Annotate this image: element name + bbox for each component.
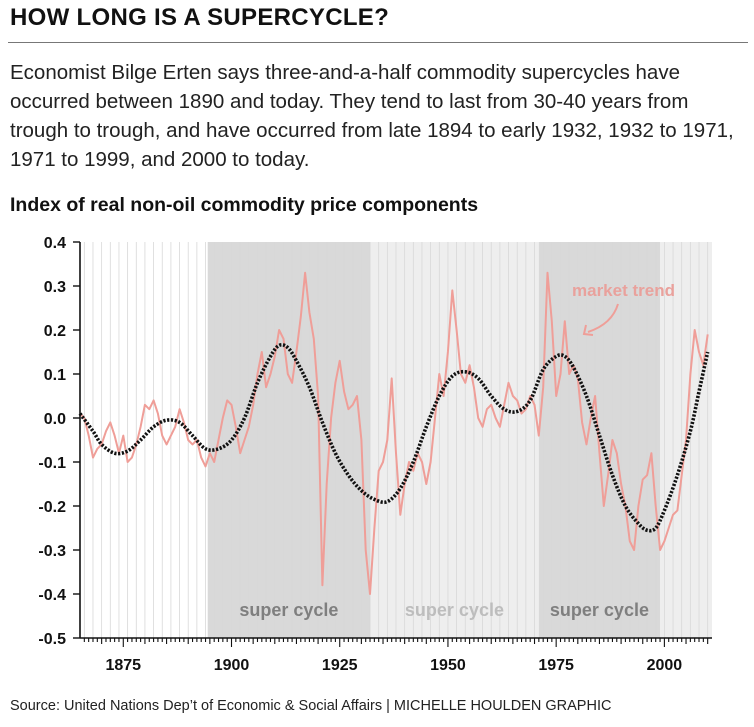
- headline: HOW LONG IS A SUPERCYCLE?: [10, 4, 390, 31]
- annotation-arrowhead: [582, 324, 594, 336]
- grid-lines: [83, 242, 709, 638]
- cycle-label-1: super cycle: [405, 600, 504, 620]
- x-tick-label: 2000: [647, 657, 683, 674]
- y-tick-label: 0.4: [44, 235, 66, 252]
- cycle-label-2: super cycle: [550, 600, 649, 620]
- deck-text: Economist Bilge Erten says three-and-a-h…: [10, 61, 734, 171]
- y-tick-label: 0.1: [44, 367, 66, 384]
- annotation-arrow: [587, 303, 619, 333]
- x-tick-label: 1900: [214, 657, 250, 674]
- y-tick-label: 0.2: [44, 323, 66, 340]
- x-tick-label: 1925: [322, 657, 358, 674]
- annotation: market trend: [572, 281, 675, 336]
- y-tick-labels: 0.4 0.3 0.2 0.1 0.0 -0.1 -0.2 -0.3 -0.4 -0.5: [38, 235, 66, 648]
- cycle-bands: [207, 242, 712, 638]
- y-tick-label: -0.2: [38, 499, 66, 516]
- axes: [73, 241, 712, 647]
- cycle-labels: super cycle super cycle super cycle: [239, 600, 649, 620]
- y-tick-label: 0.3: [44, 279, 66, 296]
- y-tick-label: -0.5: [38, 631, 66, 648]
- y-tick-label: -0.3: [38, 543, 66, 560]
- commodity-price-chart: super cycle super cycle super cycle 0.4 0.3…: [38, 235, 712, 674]
- market-trend-label: market trend: [572, 281, 675, 300]
- source-credit: Source: United Nations Dep’t of Economic…: [10, 698, 612, 714]
- x-tick-label: 1875: [105, 657, 141, 674]
- x-tick-label: 1975: [538, 657, 574, 674]
- chart-title: Index of real non-oil commodity price co…: [10, 194, 479, 216]
- x-tick-labels: 1875 1900 1925 1950 1975 2000: [105, 657, 682, 674]
- y-tick-label: -0.4: [38, 587, 66, 604]
- headline-rule: [8, 42, 748, 43]
- series-lines: [78, 271, 710, 595]
- y-tick-label: 0.0: [44, 411, 66, 428]
- cycle-band-0: [207, 242, 371, 638]
- cycle-label-0: super cycle: [239, 600, 338, 620]
- x-tick-label: 1950: [430, 657, 466, 674]
- y-tick-label: -0.1: [38, 455, 66, 472]
- price-index-line: [79, 271, 709, 595]
